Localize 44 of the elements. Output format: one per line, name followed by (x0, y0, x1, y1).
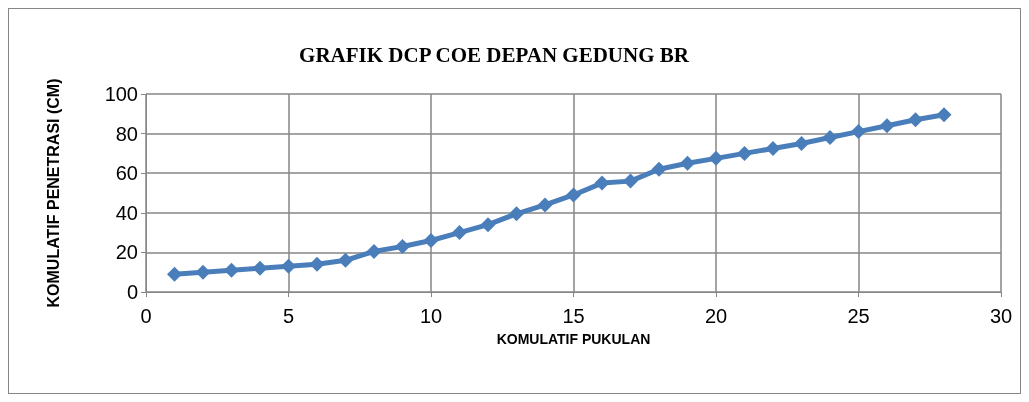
x-tick-label: 20 (704, 305, 728, 327)
point (623, 173, 638, 189)
x-tick-label: 30 (989, 305, 1013, 327)
y-tick-label: 20 (115, 241, 138, 264)
point (338, 252, 353, 268)
point (423, 233, 439, 249)
point (765, 140, 781, 156)
point (594, 175, 610, 191)
y-axis-title: KOMULATIF PENETRASI (CM) (44, 78, 62, 308)
point (395, 238, 410, 254)
point (737, 145, 752, 161)
point (651, 161, 667, 177)
y-tick-label: 60 (115, 162, 138, 185)
y-tick-label: 0 (126, 281, 138, 303)
y-tick-label: 80 (115, 122, 138, 145)
y-tick-label: 40 (115, 201, 138, 224)
y-tick-label: 100 (104, 83, 138, 105)
point (224, 262, 239, 278)
x-tick-label: 10 (419, 305, 443, 327)
point (509, 206, 524, 222)
point (281, 258, 296, 274)
point (794, 136, 809, 151)
point (366, 243, 382, 259)
point (309, 256, 325, 272)
point (566, 187, 581, 203)
x-tick-label: 15 (562, 305, 585, 327)
x-tick-label: 25 (847, 305, 870, 327)
point (822, 130, 838, 146)
point (879, 118, 895, 134)
x-axis-title: KOMULATIF PUKULAN (496, 331, 651, 347)
point (480, 217, 496, 233)
point (452, 225, 467, 241)
x-tick-label: 5 (282, 305, 295, 327)
point (195, 264, 211, 280)
x-tick-label: 0 (140, 305, 152, 327)
point (908, 112, 923, 128)
point (252, 260, 268, 276)
point (851, 124, 866, 140)
point (708, 150, 724, 166)
point (537, 197, 553, 213)
point (936, 107, 952, 123)
point (167, 266, 182, 282)
chart-title: GRAFIK DCP COE DEPAN GEDUNG BR (299, 42, 690, 67)
point (680, 155, 695, 171)
